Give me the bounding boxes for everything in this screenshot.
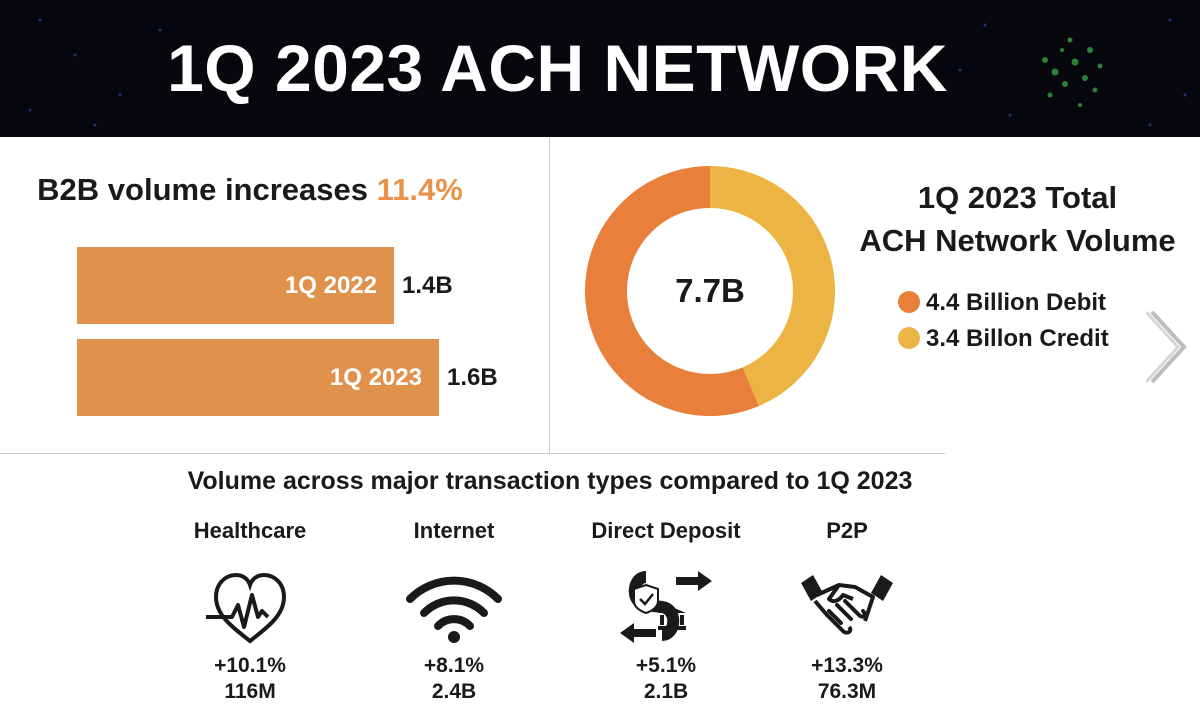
- b2b-heading-pct: 11.4%: [376, 172, 463, 207]
- wifi-icon: [406, 576, 502, 643]
- heart-pulse-icon: [206, 572, 287, 644]
- ach-volume-donut-chart: [585, 166, 835, 416]
- donut-slice-credit: [710, 166, 835, 406]
- legend-item-debit: 4.4 Billion Debit: [898, 286, 1106, 320]
- type-label: Internet: [413, 518, 495, 543]
- donut-center-label: 7.7B: [675, 272, 745, 309]
- b2b-bar-category-label: 1Q 2022: [284, 272, 377, 299]
- type-pct: +5.1%: [635, 654, 697, 677]
- b2b-bar: 1Q 2023: [77, 339, 439, 416]
- type-pct: +8.1%: [423, 654, 485, 677]
- b2b-heading-text: B2B volume increases: [37, 172, 377, 207]
- page-title: 1Q 2023 ACH NETWORK: [167, 31, 948, 105]
- b2b-heading: B2B volume increases 11.4%: [0, 172, 500, 208]
- b2b-bar-category-label: 1Q 2023: [329, 364, 422, 391]
- legend-dot-debit: [898, 290, 920, 313]
- b2b-bar-value-label: 1.6B: [447, 364, 498, 391]
- vertical-divider: [549, 137, 550, 453]
- type-pct: +10.1%: [214, 654, 286, 677]
- transaction-types-heading: Volume across major transaction types co…: [187, 467, 913, 495]
- type-volume: 2.4B: [431, 680, 477, 703]
- total-title-line1: 1Q 2023 Total: [917, 180, 1118, 215]
- total-title-line2: ACH Network Volume: [859, 223, 1176, 258]
- type-label: Healthcare: [193, 518, 307, 543]
- legend-item-credit: 3.4 Billon Credit: [898, 322, 1109, 356]
- type-volume: 76.3M: [817, 680, 877, 703]
- type-label: Direct Deposit: [591, 518, 741, 543]
- total-volume-title: 1Q 2023 Total ACH Network Volume: [845, 176, 1190, 262]
- banner-dots-decoration: [28, 18, 1187, 127]
- type-volume: 116M: [224, 680, 276, 703]
- legend-dot-credit: [898, 326, 920, 349]
- next-chevron-icon[interactable]: [1146, 308, 1190, 386]
- handshake-icon: [801, 575, 893, 635]
- type-healthcare: Healthcare +10.1% 116M: [155, 515, 345, 705]
- type-direct-deposit: Direct Deposit +5.1% 2.1B: [571, 515, 761, 705]
- type-pct: +13.3%: [811, 654, 883, 677]
- type-volume: 2.1B: [643, 680, 689, 703]
- type-internet: Internet +8.1% 2.4B: [359, 515, 549, 705]
- horizontal-divider: [0, 453, 945, 454]
- type-label: P2P: [826, 518, 868, 543]
- legend-label-debit: 4.4 Billion Debit: [926, 289, 1107, 316]
- legend-label-credit: 3.4 Billon Credit: [926, 325, 1109, 352]
- dollar-bank-icon: [620, 571, 712, 643]
- header-banner: 1Q 2023 ACH NETWORK: [0, 0, 1200, 137]
- donut-slice-debit: [585, 166, 759, 416]
- b2b-bar-value-label: 1.4B: [402, 272, 453, 299]
- b2b-bar: 1Q 2022: [77, 247, 394, 324]
- type-p2p: P2P +13.3% 76.3M: [752, 515, 942, 705]
